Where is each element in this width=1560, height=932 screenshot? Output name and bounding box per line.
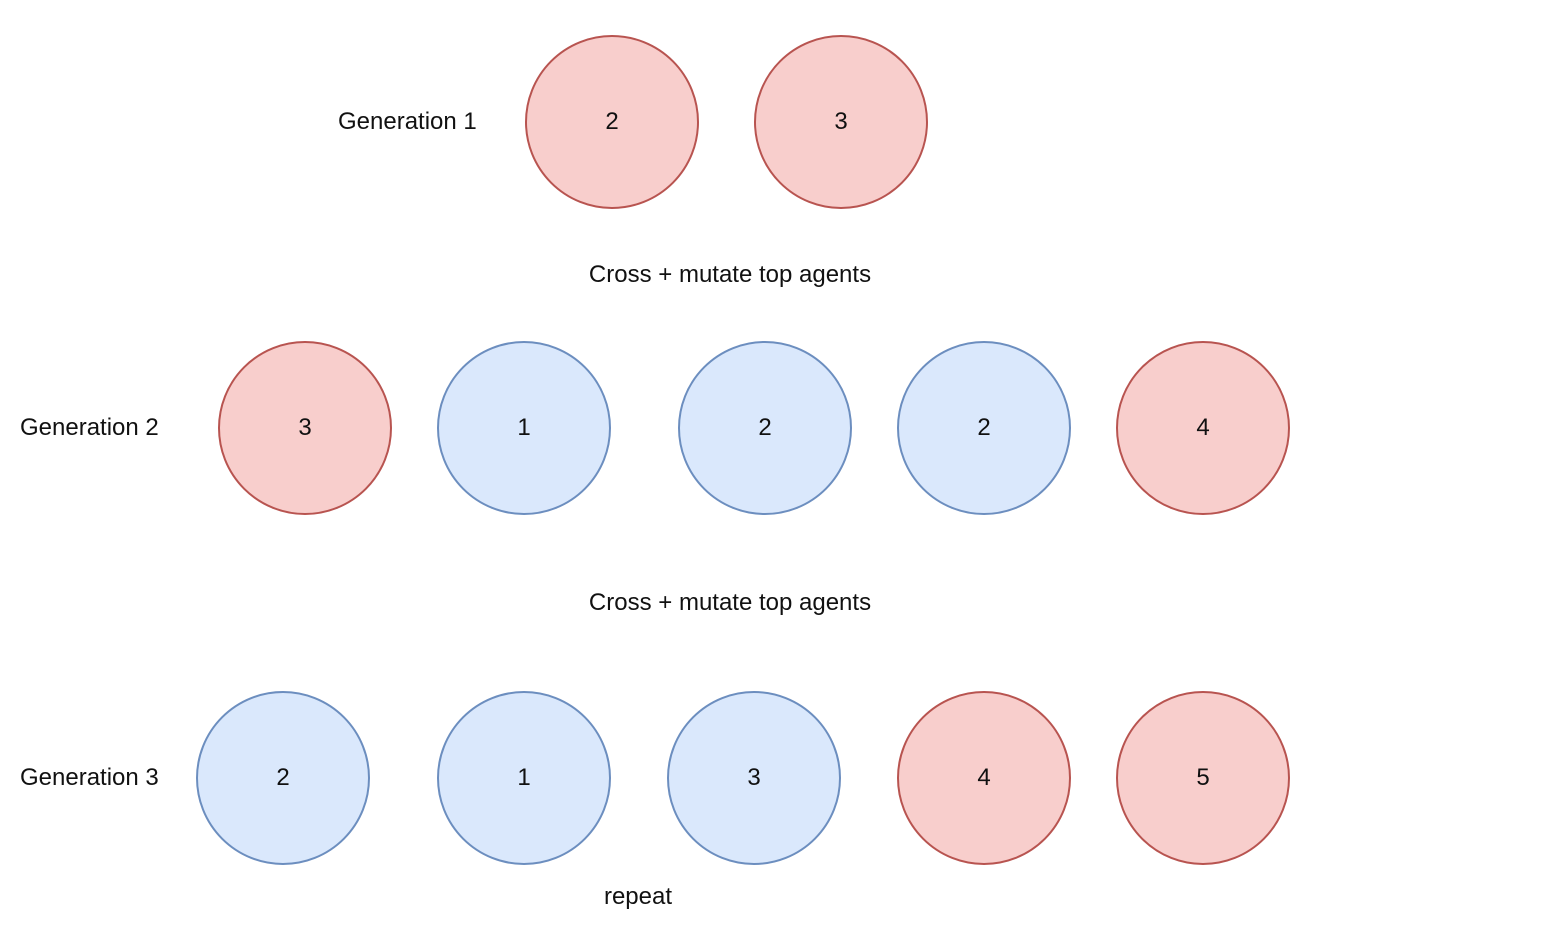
gen2-agent-node: 2 <box>897 341 1071 515</box>
agent-value: 2 <box>977 414 991 441</box>
generation-2-label: Generation 2 <box>20 414 159 441</box>
gen3-agent-node: 3 <box>667 691 841 865</box>
agent-value: 3 <box>747 764 761 791</box>
gen3-agent-node: 5 <box>1116 691 1290 865</box>
gen3-agent-node: 1 <box>437 691 611 865</box>
agent-value: 1 <box>517 414 531 441</box>
gen1-agent-node: 2 <box>525 35 699 209</box>
gen3-agent-node: 4 <box>897 691 1071 865</box>
generation-3-label: Generation 3 <box>20 764 159 791</box>
generation-1-label: Generation 1 <box>338 108 477 135</box>
gen2-agent-node: 3 <box>218 341 392 515</box>
gen1-agent-node: 3 <box>754 35 928 209</box>
cross-mutate-caption: Cross + mutate top agents <box>588 589 872 616</box>
agent-value: 4 <box>1196 414 1210 441</box>
agent-value: 4 <box>977 764 991 791</box>
gen3-agent-node: 2 <box>196 691 370 865</box>
repeat-caption: repeat <box>603 883 673 910</box>
agent-value: 5 <box>1196 764 1210 791</box>
gen2-agent-node: 1 <box>437 341 611 515</box>
agent-value: 2 <box>605 108 619 135</box>
agent-value: 2 <box>758 414 772 441</box>
agent-value: 1 <box>517 764 531 791</box>
gen2-agent-node: 4 <box>1116 341 1290 515</box>
agent-value: 3 <box>834 108 848 135</box>
agent-value: 2 <box>276 764 290 791</box>
gen2-agent-node: 2 <box>678 341 852 515</box>
agent-value: 3 <box>298 414 312 441</box>
cross-mutate-caption: Cross + mutate top agents <box>588 261 872 288</box>
